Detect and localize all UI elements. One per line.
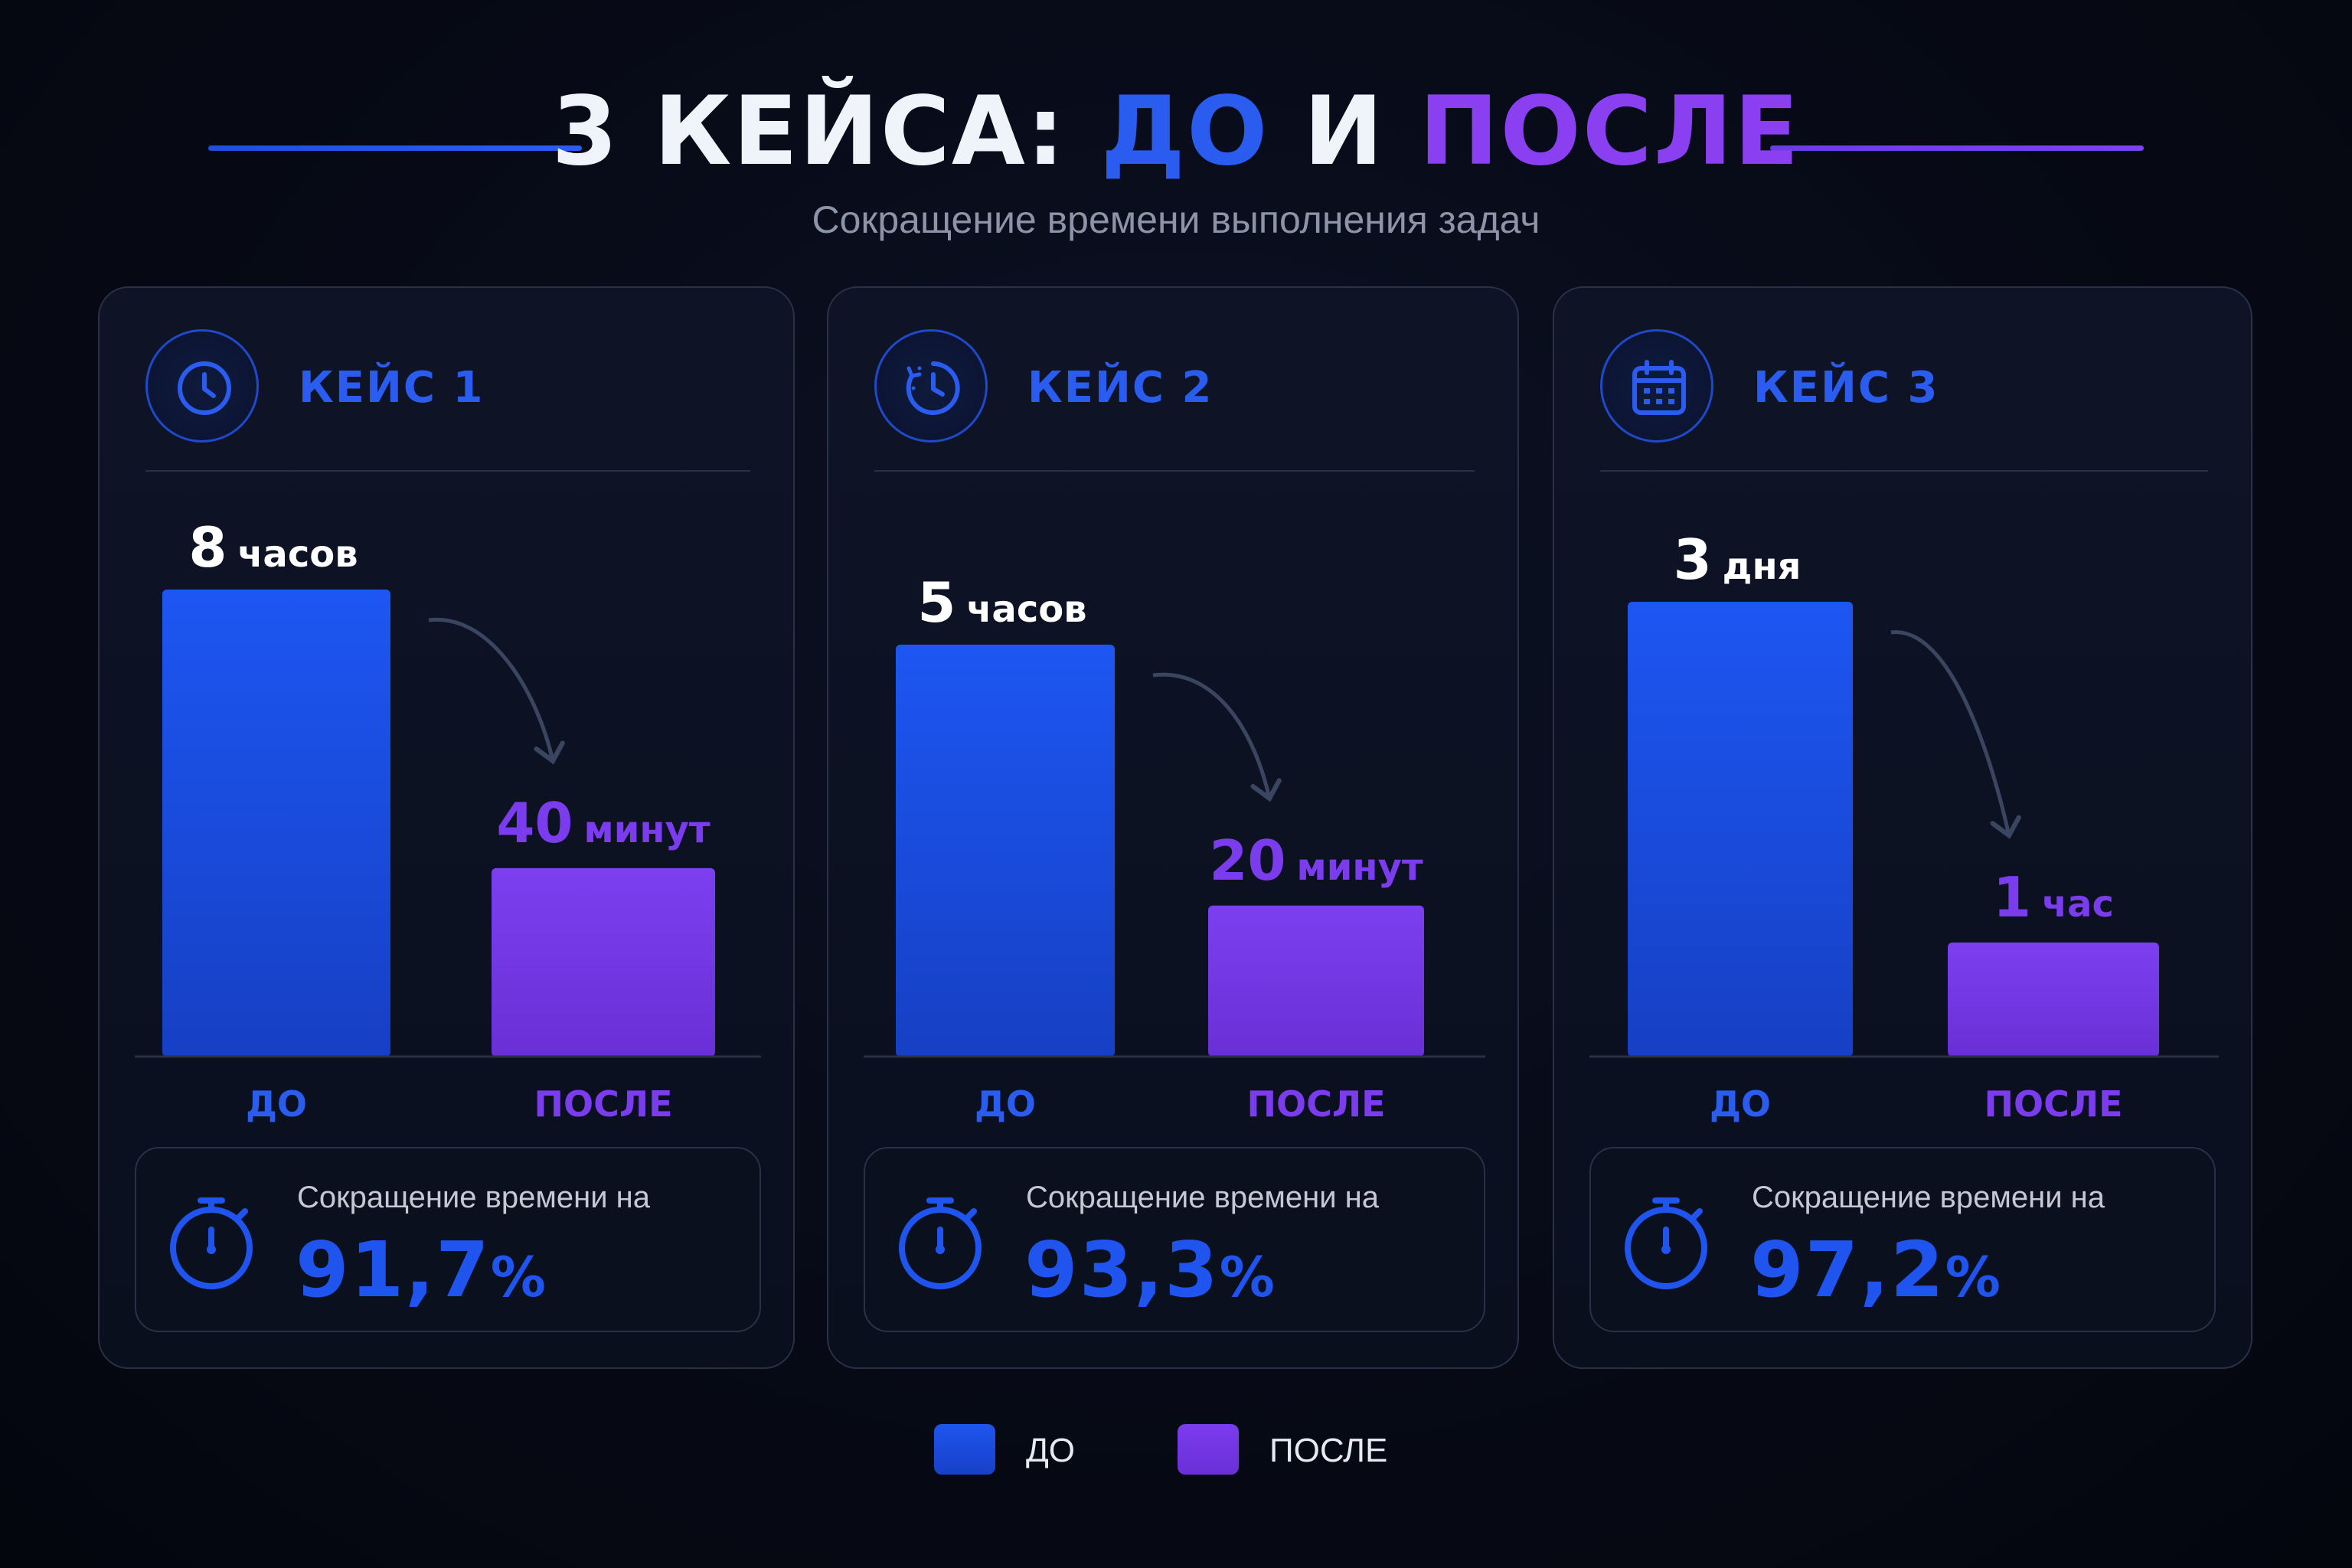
bar-after-value-label: 20 минут — [1209, 828, 1423, 893]
x-tick-label-after: ПОСЛЕ — [1984, 1083, 2123, 1125]
bar-before — [896, 645, 1115, 1057]
title-prefix: 3 КЕЙСА: — [551, 77, 1101, 187]
case-2-label: КЕЙС 2 — [1027, 363, 1214, 413]
case-card-3: КЕЙС 3 3 дня 1 час ДО ПОСЛЕ Сокращение времен… — [1553, 286, 2252, 1369]
case-3-divider — [1600, 470, 2208, 472]
bar-before-value-label: 5 часов — [917, 570, 1086, 635]
stopwatch-icon — [170, 1197, 253, 1289]
case-2-stat-suffix: % — [1219, 1245, 1276, 1309]
case-2-stat-value: 93,3% — [1024, 1225, 1276, 1315]
case-2-stat-number: 93,3 — [1024, 1225, 1220, 1315]
case-1-icon-badge — [145, 329, 259, 443]
case-1-stat-box: Сокращение времени на 91,7% — [135, 1147, 761, 1332]
case-2-divider — [874, 470, 1475, 472]
title-middle: И — [1269, 77, 1419, 187]
x-tick-label-after: ПОСЛЕ — [534, 1083, 673, 1125]
case-1-plot: 8 часов 40 минут ДО ПОСЛЕ — [135, 515, 761, 1125]
bar-before-value-label: 3 дня — [1674, 528, 1802, 592]
stopwatch-icon — [899, 1197, 982, 1289]
case-card-1: КЕЙС 1 8 часов 40 минут ДО ПОСЛЕ Сокращение в… — [98, 286, 795, 1369]
legend-swatch-after — [1178, 1424, 1239, 1475]
case-1-stat-caption: Сокращение времени на — [297, 1181, 650, 1214]
legend-item-after: ПОСЛЕ — [1178, 1424, 1423, 1475]
case-1-stat-value: 91,7% — [296, 1225, 547, 1315]
x-tick-label-after: ПОСЛЕ — [1247, 1083, 1386, 1125]
case-1-divider — [145, 470, 750, 472]
calendar-icon — [1632, 360, 1686, 415]
title-line-right — [1770, 145, 2144, 151]
case-3-stat-number: 97,2 — [1750, 1225, 1945, 1315]
case-3-stat-caption: Сокращение времени на — [1752, 1181, 2105, 1214]
case-3-icon-badge — [1600, 329, 1713, 443]
case-3-stat-box: Сокращение времени на 97,2% — [1589, 1147, 2216, 1332]
clock-icon — [178, 361, 231, 415]
case-3-plot: 3 дня 1 час ДО ПОСЛЕ — [1589, 528, 2219, 1125]
case-3-stat-suffix: % — [1945, 1245, 2002, 1309]
legend-swatch-before — [934, 1424, 995, 1475]
title-line-left — [208, 145, 582, 151]
legend-item-before: ДО — [934, 1424, 1133, 1475]
case-3-stat-value: 97,2% — [1750, 1225, 2002, 1315]
page-subtitle: Сокращение времени выполнения задач — [812, 198, 1540, 241]
case-2-plot: 5 часов 20 минут ДО ПОСЛЕ — [864, 570, 1485, 1125]
case-card-2: КЕЙС 2 5 часов 20 минут ДО ПОСЛЕ Сокращение в… — [827, 286, 1519, 1369]
bar-after — [1948, 942, 2159, 1057]
page-title: 3 КЕЙСА: ДО И ПОСЛЕ — [0, 77, 2352, 187]
bar-after-value-label: 40 минут — [496, 791, 710, 855]
case-1-stat-suffix: % — [490, 1245, 547, 1309]
x-tick-label-before: ДО — [1710, 1083, 1771, 1125]
reduction-arrow — [1152, 672, 1282, 802]
stopwatch-icon — [1625, 1197, 1707, 1289]
case-2-stat-caption: Сокращение времени на — [1026, 1181, 1379, 1214]
case-1-stat-number: 91,7 — [296, 1225, 491, 1315]
x-tick-label-before: ДО — [975, 1083, 1036, 1125]
bar-after — [492, 867, 715, 1057]
bar-before — [162, 590, 390, 1057]
legend-label-after: ПОСЛЕ — [1269, 1432, 1388, 1469]
timer-icon — [906, 361, 960, 415]
bar-after — [1208, 905, 1424, 1057]
case-1-label: КЕЙС 1 — [299, 363, 485, 413]
legend-label-before: ДО — [1026, 1432, 1076, 1469]
reduction-arrow — [1890, 630, 2021, 839]
case-2-icon-badge — [874, 329, 988, 443]
reduction-arrow — [428, 617, 565, 765]
title-after: ПОСЛЕ — [1419, 77, 1801, 187]
title-before: ДО — [1100, 77, 1269, 187]
case-2-stat-box: Сокращение времени на 93,3% — [864, 1147, 1485, 1332]
x-tick-label-before: ДО — [246, 1083, 307, 1125]
bar-before-value-label: 8 часов — [188, 515, 358, 580]
bar-before — [1628, 602, 1853, 1057]
bar-after-value-label: 1 час — [1993, 865, 2114, 929]
case-3-label: КЕЙС 3 — [1753, 363, 1939, 413]
